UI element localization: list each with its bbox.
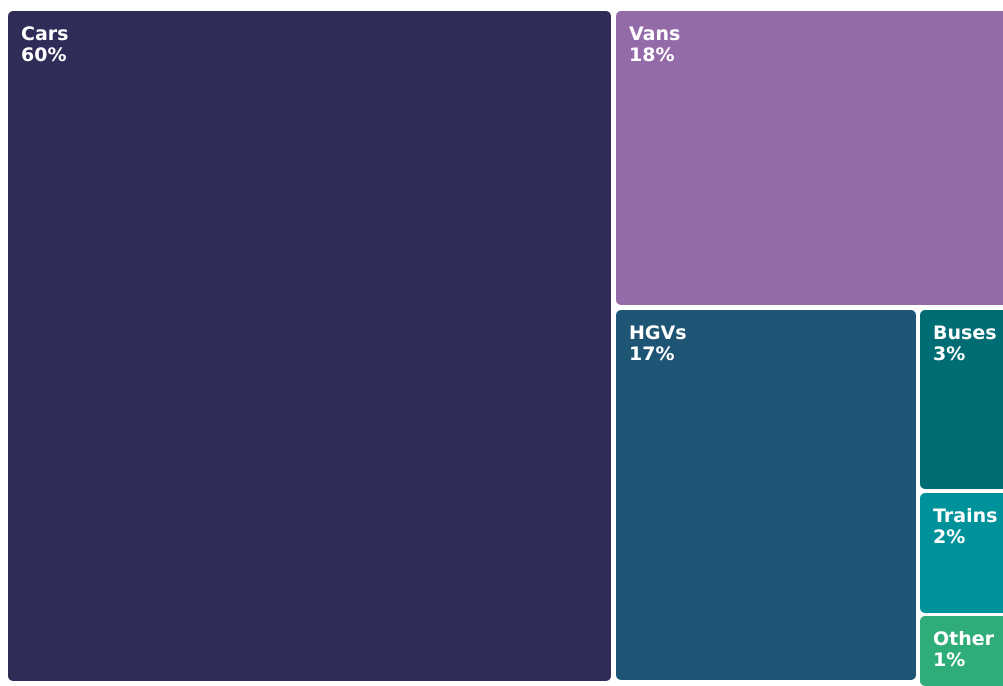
treemap-tile-cars: Cars 60% <box>8 11 611 681</box>
treemap-tile-vans: Vans 18% <box>616 11 1003 305</box>
tile-category-name: Other <box>933 628 995 650</box>
treemap-tile-label: HGVs 17% <box>629 323 687 365</box>
tile-value-label: 17% <box>629 343 675 365</box>
treemap-tile-other: Other 1% <box>920 616 1003 686</box>
treemap-tile-label: Vans 18% <box>629 24 680 66</box>
treemap-tile-label: Other 1% <box>933 629 994 671</box>
treemap-tile-label: Trains 2% <box>933 506 997 548</box>
tile-category-name: HGVs <box>629 322 687 344</box>
treemap-tile-label: Cars 60% <box>21 24 68 66</box>
treemap-chart: Cars 60% Vans 18% HGVs 17% Buses 3% Trains 2% Othe… <box>8 11 1003 686</box>
tile-category-name: Buses <box>933 322 997 344</box>
tile-category-name: Cars <box>21 23 69 45</box>
tile-value-label: 2% <box>933 526 966 548</box>
tile-category-name: Trains <box>933 505 998 527</box>
treemap-tile-hgvs: HGVs 17% <box>616 310 916 680</box>
treemap-tile-buses: Buses 3% <box>920 310 1003 489</box>
tile-value-label: 60% <box>21 44 67 66</box>
tile-value-label: 18% <box>629 44 675 66</box>
tile-category-name: Vans <box>629 23 681 45</box>
treemap-tile-trains: Trains 2% <box>920 493 1003 613</box>
tile-value-label: 3% <box>933 343 966 365</box>
tile-value-label: 1% <box>933 649 966 671</box>
treemap-tile-label: Buses 3% <box>933 323 997 365</box>
